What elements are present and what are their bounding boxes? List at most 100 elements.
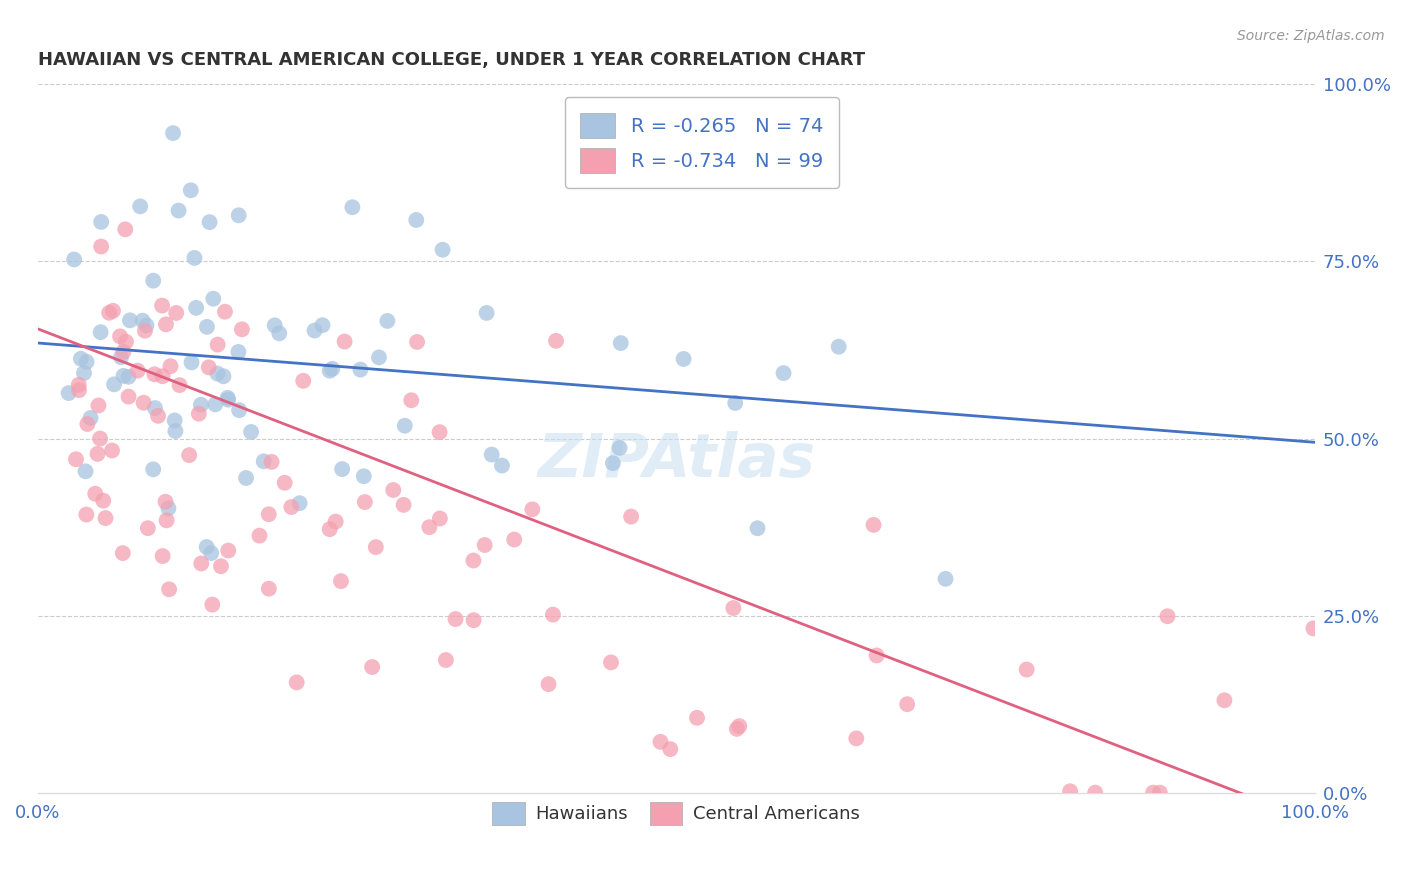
Point	[1149, 786, 1171, 800]
Point	[481, 448, 503, 462]
Point	[79, 411, 101, 425]
Point	[146, 409, 169, 423]
Point	[318, 522, 340, 536]
Point	[111, 546, 134, 560]
Point	[217, 391, 239, 405]
Point	[231, 322, 253, 336]
Point	[209, 559, 232, 574]
Point	[110, 350, 132, 364]
Point	[382, 483, 405, 497]
Point	[377, 314, 399, 328]
Point	[349, 362, 371, 376]
Point	[187, 407, 209, 421]
Point	[75, 508, 97, 522]
Point	[280, 500, 302, 514]
Point	[195, 319, 218, 334]
Point	[541, 607, 564, 622]
Point	[131, 313, 153, 327]
Point	[311, 318, 333, 333]
Point	[321, 361, 343, 376]
Point	[65, 452, 87, 467]
Point	[103, 377, 125, 392]
Point	[190, 557, 212, 571]
Point	[610, 336, 633, 351]
Point	[143, 368, 166, 382]
Point	[228, 403, 250, 417]
Point	[429, 511, 451, 525]
Point	[828, 340, 851, 354]
Point	[406, 334, 429, 349]
Point	[269, 326, 291, 341]
Point	[152, 549, 174, 563]
Point	[114, 222, 136, 236]
Point	[70, 351, 93, 366]
Point	[184, 301, 207, 315]
Point	[86, 447, 108, 461]
Point	[537, 677, 560, 691]
Point	[73, 366, 96, 380]
Point	[136, 521, 159, 535]
Legend: Hawaiians, Central Americans: Hawaiians, Central Americans	[484, 793, 869, 834]
Point	[747, 521, 769, 535]
Point	[200, 546, 222, 560]
Point	[162, 126, 184, 140]
Point	[1213, 693, 1236, 707]
Point	[129, 199, 152, 213]
Point	[503, 533, 526, 547]
Point	[195, 540, 218, 554]
Point	[135, 318, 157, 333]
Point	[183, 251, 205, 265]
Point	[429, 425, 451, 439]
Point	[201, 598, 224, 612]
Point	[197, 360, 219, 375]
Point	[157, 582, 180, 597]
Point	[94, 511, 117, 525]
Point	[67, 377, 90, 392]
Point	[620, 509, 643, 524]
Point	[544, 334, 567, 348]
Point	[257, 508, 280, 522]
Point	[845, 731, 868, 746]
Point	[401, 393, 423, 408]
Point	[90, 215, 112, 229]
Point	[609, 441, 631, 455]
Point	[217, 543, 239, 558]
Point	[112, 368, 135, 383]
Point	[165, 424, 187, 438]
Point	[180, 355, 202, 369]
Point	[491, 458, 513, 473]
Point	[354, 495, 377, 509]
Point	[1015, 663, 1038, 677]
Text: ZIPAtlas: ZIPAtlas	[537, 431, 815, 490]
Point	[723, 601, 745, 615]
Point	[212, 369, 235, 384]
Point	[1302, 621, 1324, 635]
Point	[89, 432, 111, 446]
Point	[152, 369, 174, 384]
Point	[115, 334, 138, 349]
Point	[90, 239, 112, 253]
Point	[522, 502, 544, 516]
Point	[127, 364, 149, 378]
Point	[285, 675, 308, 690]
Point	[304, 324, 326, 338]
Point	[169, 378, 191, 392]
Point	[75, 464, 97, 478]
Point	[273, 475, 295, 490]
Point	[207, 367, 229, 381]
Point	[444, 612, 467, 626]
Point	[179, 448, 201, 462]
Point	[686, 711, 709, 725]
Point	[157, 501, 180, 516]
Point	[98, 306, 121, 320]
Point	[150, 299, 173, 313]
Point	[117, 390, 139, 404]
Point	[180, 183, 202, 197]
Point	[724, 396, 747, 410]
Point	[228, 345, 250, 359]
Point	[159, 359, 181, 374]
Point	[142, 462, 165, 476]
Point	[353, 469, 375, 483]
Point	[204, 397, 226, 411]
Point	[90, 325, 112, 339]
